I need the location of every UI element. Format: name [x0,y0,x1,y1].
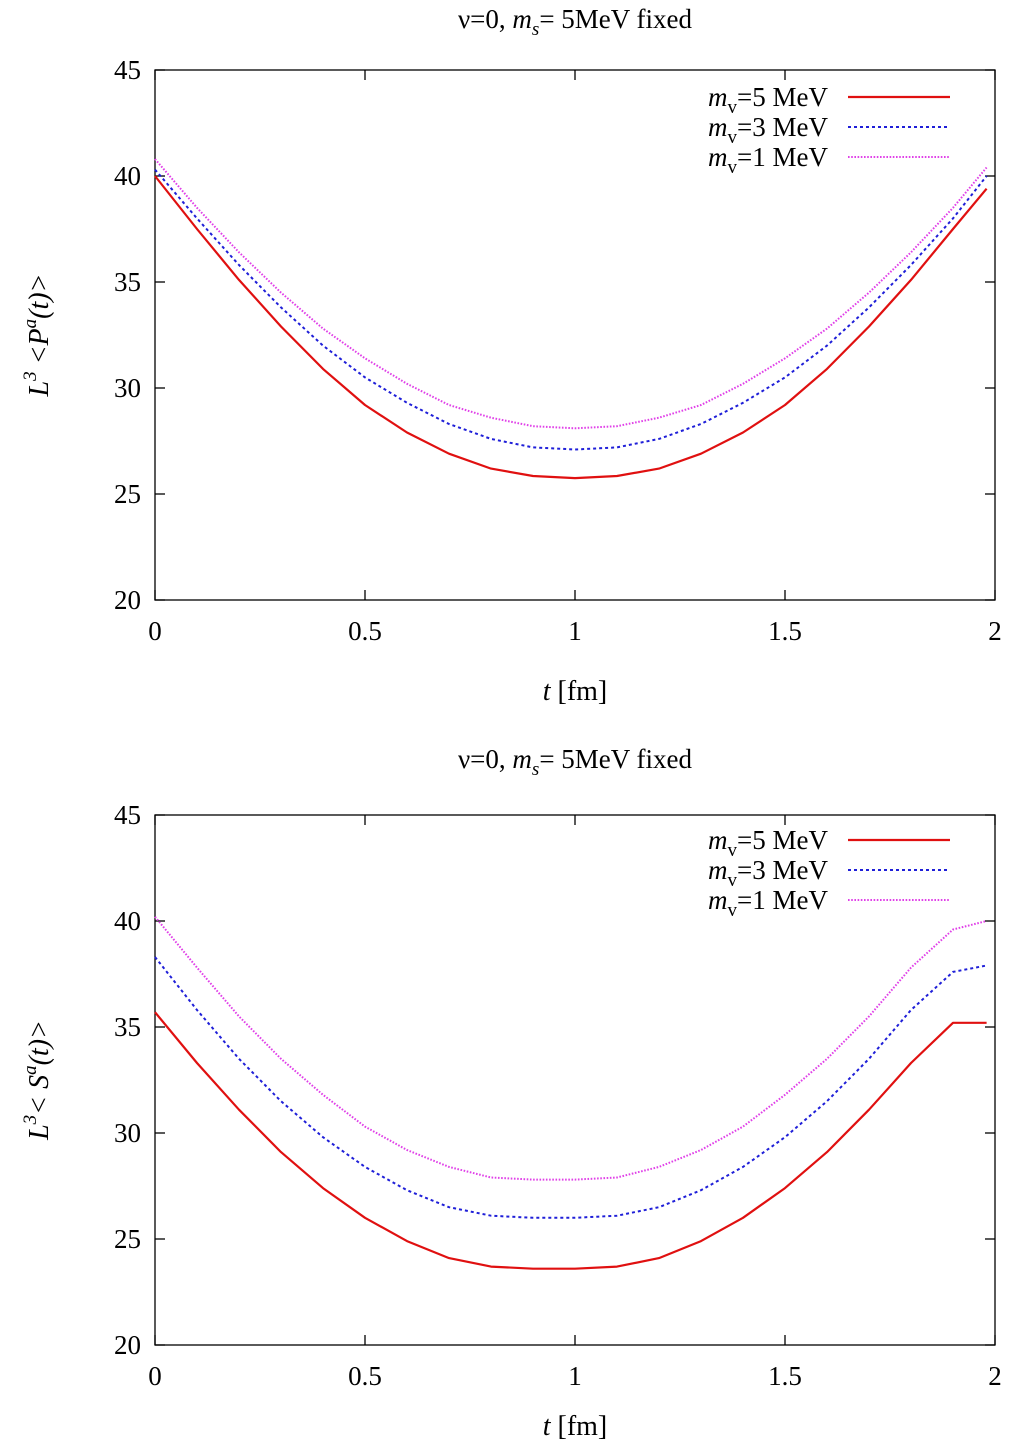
legend-label: mv=5 MeV [708,82,828,118]
x-tick-label: 0.5 [348,1361,382,1391]
x-tick-label: 2 [988,616,1002,646]
series-line-3 [154,916,987,1181]
chart-title: ν=0, ms= 5MeV fixed [458,744,693,780]
series-line-2 [154,956,987,1219]
legend-label: mv=3 MeV [708,855,828,891]
series-line-1 [154,175,988,480]
y-tick-label: 45 [114,800,141,830]
legend-label: mv=5 MeV [708,825,828,861]
legend-label: mv=3 MeV [708,112,828,148]
series-line-3 [154,158,988,430]
y-tick-label: 30 [114,373,141,403]
y-axis-label: L3 <Pa(t)> [20,274,55,398]
x-tick-label: 1 [568,616,582,646]
x-tick-label: 1 [568,1361,582,1391]
y-tick-label: 25 [114,1224,141,1254]
x-tick-label: 0.5 [348,616,382,646]
series-line-2 [154,168,988,451]
x-axis-label: t [fm] [543,1411,608,1442]
x-tick-label: 1.5 [768,616,802,646]
x-tick-label: 0 [148,1361,162,1391]
y-tick-label: 25 [114,479,141,509]
x-axis-label: t [fm] [543,676,608,707]
series-line-1 [154,1011,987,1270]
y-tick-label: 40 [114,906,141,936]
y-tick-label: 20 [114,1330,141,1360]
y-tick-label: 45 [114,55,141,85]
chart-panel-1: ν=0, ms= 5MeV fixed 0 0.5 1 1.5 2 20 25 30 35 40 45… [20,4,1002,707]
legend-label: mv=1 MeV [708,885,828,921]
chart-title: ν=0, ms= 5MeV fixed [458,4,693,40]
chart-panel-2: ν=0, ms= 5MeV fixed 0 0.5 1 1.5 2 20 25 30 35 40 45… [20,744,1002,1442]
legend-label: mv=1 MeV [708,142,828,178]
y-axis-label: L3< Sa(t)> [20,1020,55,1141]
x-tick-label: 1.5 [768,1361,802,1391]
y-tick-label: 30 [114,1118,141,1148]
x-tick-label: 2 [988,1361,1002,1391]
y-tick-label: 35 [114,1012,141,1042]
y-tick-label: 40 [114,161,141,191]
plot-frame [154,69,996,601]
plot-frame [154,814,996,1346]
y-tick-label: 20 [114,585,141,615]
y-tick-label: 35 [114,267,141,297]
x-tick-label: 0 [148,616,162,646]
